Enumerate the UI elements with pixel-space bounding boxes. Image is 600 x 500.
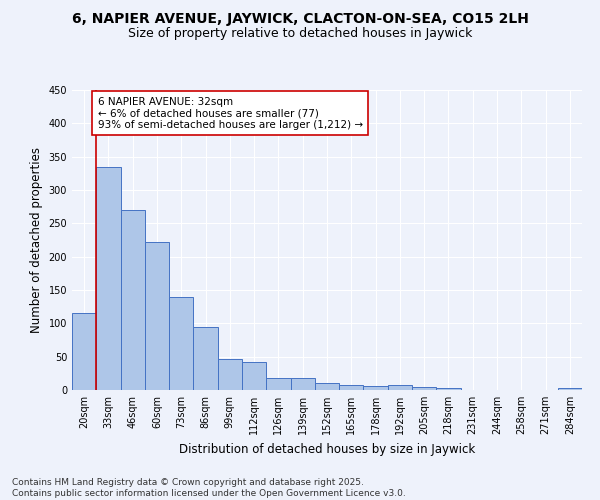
Bar: [72, 314, 96, 390]
Bar: [315, 384, 339, 390]
Bar: [145, 242, 169, 390]
Bar: [193, 326, 218, 390]
Bar: [436, 388, 461, 390]
Bar: [388, 386, 412, 390]
Bar: [364, 386, 388, 390]
Text: 6, NAPIER AVENUE, JAYWICK, CLACTON-ON-SEA, CO15 2LH: 6, NAPIER AVENUE, JAYWICK, CLACTON-ON-SE…: [71, 12, 529, 26]
Text: 6 NAPIER AVENUE: 32sqm
← 6% of detached houses are smaller (77)
93% of semi-deta: 6 NAPIER AVENUE: 32sqm ← 6% of detached …: [97, 96, 362, 130]
Y-axis label: Number of detached properties: Number of detached properties: [30, 147, 43, 333]
Text: Size of property relative to detached houses in Jaywick: Size of property relative to detached ho…: [128, 28, 472, 40]
Bar: [242, 362, 266, 390]
Bar: [218, 360, 242, 390]
Bar: [266, 378, 290, 390]
Bar: [121, 210, 145, 390]
Bar: [290, 378, 315, 390]
Bar: [96, 166, 121, 390]
Bar: [558, 388, 582, 390]
Bar: [412, 386, 436, 390]
X-axis label: Distribution of detached houses by size in Jaywick: Distribution of detached houses by size …: [179, 442, 475, 456]
Bar: [169, 296, 193, 390]
Bar: [339, 386, 364, 390]
Text: Contains HM Land Registry data © Crown copyright and database right 2025.
Contai: Contains HM Land Registry data © Crown c…: [12, 478, 406, 498]
